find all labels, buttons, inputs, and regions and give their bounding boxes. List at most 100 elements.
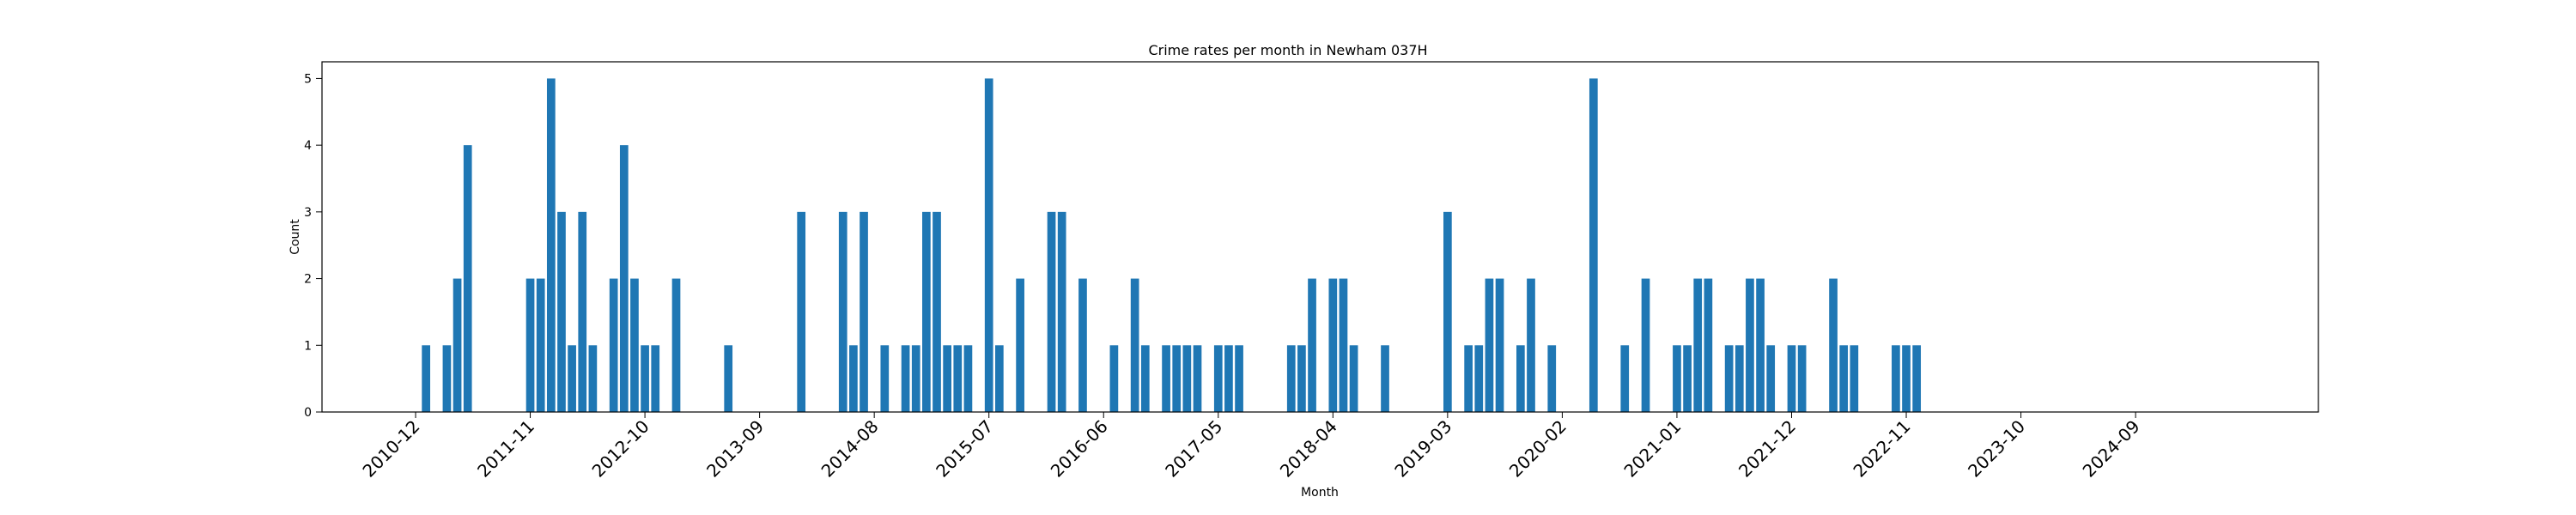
bar-2012-01	[546, 78, 556, 413]
y-tick-label-0: 0	[304, 406, 312, 420]
bar-2016-09	[1130, 278, 1139, 412]
bar-2016-12	[1162, 345, 1170, 412]
bar-2011-12	[536, 278, 545, 412]
x-axis: 2010-12 2011-11 2012-10 2013-09 2014-08 2015-…	[358, 412, 2144, 482]
bar-2012-07	[609, 278, 618, 412]
bar-2015-02	[933, 211, 941, 412]
bar-2019-08	[1495, 278, 1504, 412]
bar-2017-03	[1193, 345, 1202, 412]
y-tick-label-5: 5	[304, 72, 312, 86]
bar-2021-01	[1673, 345, 1681, 412]
bar-2017-12	[1286, 345, 1296, 412]
bar-2015-04	[953, 345, 963, 412]
bar-2019-11	[1527, 278, 1535, 412]
bar-2015-10	[1016, 278, 1024, 412]
bar-2022-11	[1902, 345, 1911, 412]
bar-2012-09	[630, 278, 639, 412]
bar-2014-01	[797, 211, 806, 412]
bar-2021-08	[1746, 278, 1754, 412]
bar-2020-05	[1589, 78, 1598, 413]
x-tick-label-2012-10: 2012-10	[588, 416, 653, 482]
bar-2012-08	[619, 145, 629, 412]
bar-2019-03	[1443, 211, 1452, 412]
bar-2015-03	[943, 345, 951, 412]
bar-2014-12	[911, 345, 920, 412]
bar-2021-09	[1756, 278, 1765, 412]
bar-2022-04	[1829, 278, 1838, 412]
bar-2011-03	[442, 345, 452, 412]
bar-2021-10	[1766, 345, 1776, 412]
x-tick-label-2011-11: 2011-11	[473, 416, 538, 482]
bar-2016-04	[1078, 278, 1087, 412]
x-tick-label-2022-11: 2022-11	[1849, 416, 1914, 482]
bar-2017-02	[1182, 345, 1192, 412]
bar-2017-01	[1172, 345, 1182, 412]
bar-2017-05	[1213, 345, 1223, 412]
bar-2022-05	[1839, 345, 1849, 412]
bar-2019-06	[1474, 345, 1484, 412]
bar-2014-11	[901, 345, 910, 412]
bar-2015-01	[922, 211, 931, 412]
bar-2012-04	[578, 211, 587, 412]
chart-title: Crime rates per month in Newham 037H	[1148, 42, 1427, 58]
bar-2016-10	[1140, 345, 1150, 412]
x-tick-label-2018-04: 2018-04	[1276, 416, 1341, 482]
bar-2016-02	[1057, 211, 1066, 412]
bar-2021-07	[1735, 345, 1744, 412]
bar-2021-03	[1693, 278, 1703, 412]
bar-2021-06	[1724, 345, 1734, 412]
y-tick-label-3: 3	[304, 206, 312, 220]
bar-2013-06	[724, 345, 733, 412]
bar-2015-07	[984, 78, 993, 413]
bar-2019-07	[1485, 278, 1494, 412]
bar-2014-07	[860, 211, 868, 412]
bar-2018-01	[1297, 345, 1306, 412]
x-tick-label-2024-09: 2024-09	[2079, 416, 2144, 482]
bar-2019-10	[1516, 345, 1525, 412]
bar-2011-05	[463, 145, 472, 412]
bar-2016-07	[1109, 345, 1119, 412]
x-tick-label-2021-01: 2021-01	[1619, 416, 1685, 482]
x-tick-label-2021-12: 2021-12	[1735, 416, 1800, 482]
x-tick-label-2013-09: 2013-09	[702, 416, 768, 482]
bar-2017-06	[1224, 345, 1233, 412]
bar-2018-02	[1308, 278, 1316, 412]
bar-2012-05	[588, 345, 598, 412]
x-tick-label-2023-10: 2023-10	[1964, 416, 2029, 482]
bar-2021-04	[1704, 278, 1713, 412]
bar-2014-06	[849, 345, 858, 412]
bar-2020-08	[1620, 345, 1630, 412]
y-tick-label-1: 1	[304, 339, 312, 353]
bar-2022-06	[1850, 345, 1859, 412]
bars-group	[422, 78, 1922, 413]
bar-2021-02	[1683, 345, 1692, 412]
bar-2018-06	[1349, 345, 1358, 412]
bar-2012-11	[651, 345, 660, 412]
bar-2018-04	[1328, 278, 1338, 412]
bar-2012-02	[557, 211, 566, 412]
bar-2018-09	[1381, 345, 1389, 412]
x-tick-label-2010-12: 2010-12	[358, 416, 423, 482]
x-tick-label-2016-06: 2016-06	[1047, 416, 1112, 482]
bar-2022-01	[1797, 345, 1807, 412]
bar-2022-10	[1892, 345, 1900, 412]
bar-2011-01	[422, 345, 430, 412]
bar-2020-10	[1641, 278, 1650, 412]
bar-2011-04	[453, 278, 462, 412]
x-tick-label-2014-08: 2014-08	[817, 416, 883, 482]
bar-2014-09	[880, 345, 890, 412]
bar-2019-05	[1464, 345, 1473, 412]
bar-2020-01	[1547, 345, 1557, 412]
y-tick-label-2: 2	[304, 273, 312, 287]
bar-2022-12	[1912, 345, 1922, 412]
bar-2012-10	[641, 345, 649, 412]
x-tick-label-2019-03: 2019-03	[1390, 416, 1455, 482]
bar-2015-05	[963, 345, 973, 412]
bar-2015-08	[994, 345, 1004, 412]
bar-2014-05	[838, 211, 848, 412]
x-axis-label: Month	[1301, 486, 1339, 500]
y-axis: 0 1 2 3 4 5	[304, 72, 322, 420]
y-tick-label-4: 4	[304, 139, 312, 153]
plot-frame	[321, 61, 2319, 413]
